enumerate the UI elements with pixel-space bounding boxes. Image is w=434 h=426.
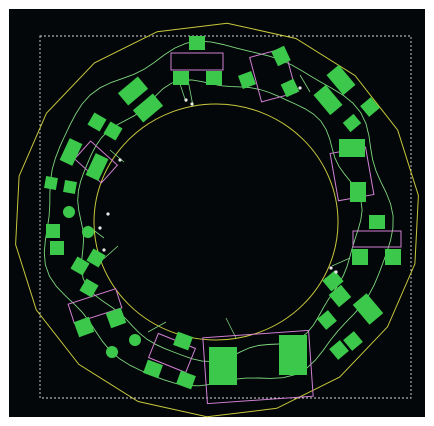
pad-9 [342,113,362,133]
silkscreen-outline-2 [352,230,402,248]
pad-29 [328,284,352,308]
trace-spur-3 [331,257,351,267]
pad-4 [238,71,256,89]
pad-13 [103,121,123,141]
pad-0 [189,36,205,50]
silkscreen-outline-0 [170,52,224,71]
pad-6 [326,64,356,96]
trace-spur-8 [225,317,237,339]
round-pad-2 [106,346,118,358]
via-5 [98,226,102,230]
pad-15 [85,153,109,181]
pad-23 [46,224,60,238]
pad-26 [86,248,106,268]
pad-36 [173,331,193,351]
trace-spur-7 [109,149,125,163]
via-7 [118,158,122,162]
pad-33 [343,331,363,351]
pad-37 [143,359,163,379]
pad-16 [44,176,58,190]
pad-14 [59,138,83,166]
pad-30 [352,293,384,325]
board-outline [15,22,419,418]
outer-edge-cut [15,22,419,418]
round-pad-1 [82,226,94,238]
pad-28 [322,270,344,292]
via-3 [334,270,338,274]
pad-22 [385,249,401,265]
pad-24 [50,241,64,255]
via-1 [184,98,188,102]
pad-3 [271,45,291,67]
trace-spur-9 [147,321,167,333]
pad-19 [350,182,366,202]
pad-8 [360,97,380,117]
pad-10 [117,76,149,106]
pad-21 [352,249,368,265]
inner-edge-cut [93,103,339,341]
pad-40 [279,335,307,375]
pad-32 [329,340,349,360]
selection-box [39,35,412,399]
via-6 [106,212,110,216]
pad-25 [70,256,90,276]
pad-35 [105,307,127,329]
silkscreen-outline-1 [249,47,297,103]
via-0 [190,102,194,106]
trace-spur-2 [299,74,311,93]
pad-20 [369,215,385,229]
pad-31 [317,310,337,330]
pad-17 [63,180,77,194]
pad-7 [313,84,343,116]
via-4 [102,248,106,252]
pad-11 [132,93,164,123]
pad-18 [339,139,365,157]
pad-38 [176,370,196,390]
pad-27 [79,278,99,298]
pad-5 [280,78,300,98]
pad-34 [73,316,95,338]
pad-2 [206,71,222,85]
pads [44,36,401,390]
via-2 [329,266,333,270]
silkscreen-outline-5 [202,329,314,405]
pad-39 [209,347,237,385]
pad-1 [173,71,189,85]
pad-12 [87,112,107,132]
round-pad-3 [129,334,141,346]
via-8 [298,86,302,90]
round-pad-0 [63,206,75,218]
vias [98,86,338,274]
